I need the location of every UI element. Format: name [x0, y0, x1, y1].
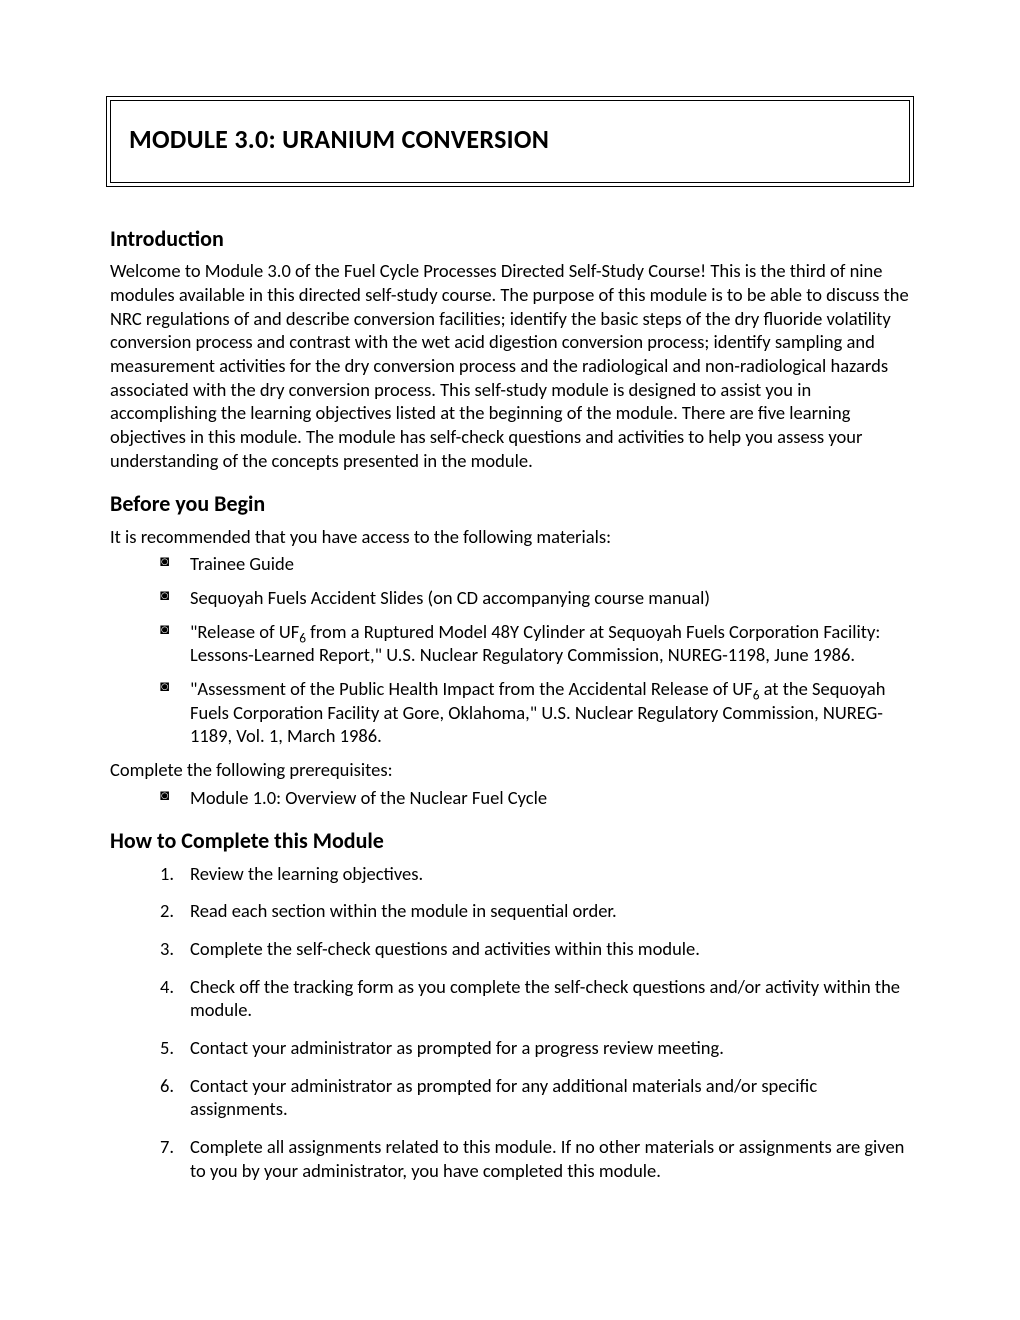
step-text: Contact your administrator as prompted f… — [190, 1036, 724, 1059]
step-text: Check off the tracking form as you compl… — [190, 975, 900, 1022]
before-intro-line: It is recommended that you have access t… — [110, 525, 910, 549]
list-item: Complete all assignments related to this… — [160, 1135, 910, 1182]
prereq-list: Module 1.0: Overview of the Nuclear Fuel… — [110, 786, 910, 810]
step-text: Review the learning objectives. — [190, 862, 423, 885]
section-how-to-complete: How to Complete this Module Review the l… — [110, 827, 910, 1182]
list-item-text: Trainee Guide — [190, 552, 294, 575]
list-item: Sequoyah Fuels Accident Slides (on CD ac… — [160, 586, 910, 610]
list-item: Complete the self-check questions and ac… — [160, 937, 910, 961]
heading-how-to-complete: How to Complete this Module — [110, 827, 910, 855]
list-item: Contact your administrator as prompted f… — [160, 1036, 910, 1060]
prereq-line: Complete the following prerequisites: — [110, 758, 910, 782]
section-before-you-begin: Before you Begin It is recommended that … — [110, 490, 910, 809]
intro-body: Welcome to Module 3.0 of the Fuel Cycle … — [110, 259, 910, 472]
module-title-box: MODULE 3.0: URANIUM CONVERSION — [110, 100, 910, 183]
list-item: "Release of UF6 from a Ruptured Model 48… — [160, 620, 910, 667]
page: MODULE 3.0: URANIUM CONVERSION Introduct… — [0, 0, 1020, 1320]
list-item-text-pre: "Assessment of the Public Health Impact … — [190, 677, 753, 700]
step-text: Complete all assignments related to this… — [190, 1135, 904, 1182]
step-text: Complete the self-check questions and ac… — [190, 937, 700, 960]
list-item: "Assessment of the Public Health Impact … — [160, 677, 910, 748]
list-item: Trainee Guide — [160, 552, 910, 576]
list-item-text: Sequoyah Fuels Accident Slides (on CD ac… — [190, 586, 710, 609]
list-item: Review the learning objectives. — [160, 862, 910, 886]
list-item: Contact your administrator as prompted f… — [160, 1074, 910, 1121]
materials-list: Trainee Guide Sequoyah Fuels Accident Sl… — [110, 552, 910, 748]
list-item: Module 1.0: Overview of the Nuclear Fuel… — [160, 786, 910, 810]
list-item-text: Module 1.0: Overview of the Nuclear Fuel… — [190, 786, 547, 809]
step-text: Contact your administrator as prompted f… — [190, 1074, 817, 1121]
step-text: Read each section within the module in s… — [190, 899, 617, 922]
heading-introduction: Introduction — [110, 225, 910, 253]
list-item-text-pre: "Release of UF — [190, 620, 299, 643]
list-item: Read each section within the module in s… — [160, 899, 910, 923]
section-introduction: Introduction Welcome to Module 3.0 of th… — [110, 225, 910, 472]
heading-before-you-begin: Before you Begin — [110, 490, 910, 518]
list-item: Check off the tracking form as you compl… — [160, 975, 910, 1022]
module-title: MODULE 3.0: URANIUM CONVERSION — [129, 123, 891, 156]
steps-list: Review the learning objectives. Read eac… — [110, 862, 910, 1183]
